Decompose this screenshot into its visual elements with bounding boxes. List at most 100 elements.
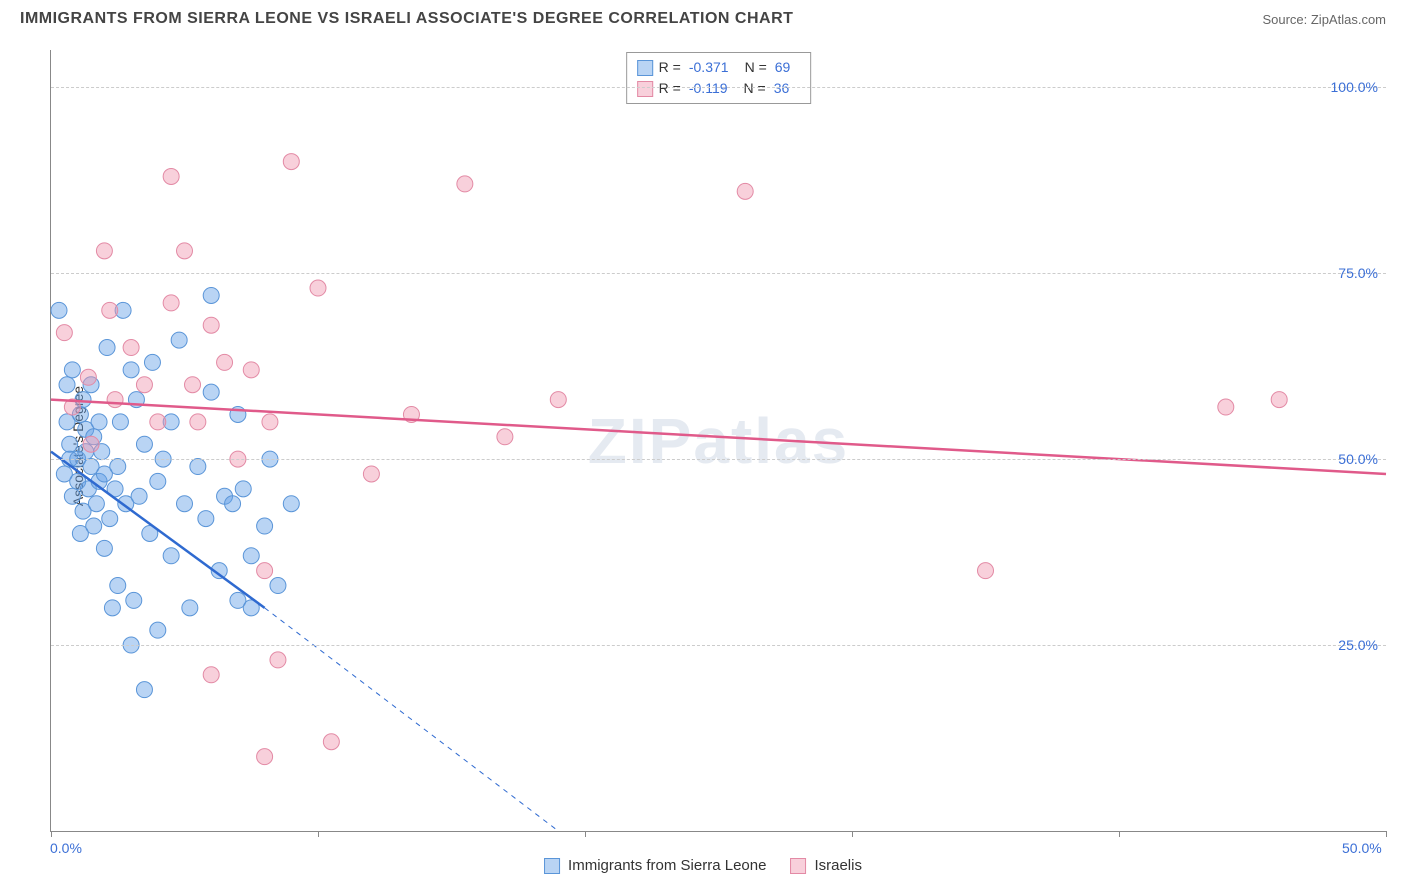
r-label: R = (659, 57, 681, 78)
data-point-sierra_leone (112, 414, 128, 430)
data-point-sierra_leone (91, 414, 107, 430)
chart-plot-area: ZIPatlas R =-0.371N =69R =-0.119N =36 25… (50, 50, 1386, 832)
correlation-legend: R = -0.371 N = 69 R = -0.119 N = 36 (626, 52, 812, 104)
data-point-sierra_leone (64, 488, 80, 504)
n-value: 69 (775, 57, 791, 78)
data-point-sierra_leone (110, 578, 126, 594)
data-point-israelis (102, 302, 118, 318)
scatter-plot-svg (51, 50, 1386, 831)
data-point-sierra_leone (136, 682, 152, 698)
data-point-sierra_leone (163, 548, 179, 564)
data-point-israelis (323, 734, 339, 750)
legend-swatch-icon (790, 858, 806, 874)
gridline (51, 273, 1386, 274)
data-point-israelis (1271, 392, 1287, 408)
r-value: -0.371 (689, 57, 729, 78)
data-point-israelis (177, 243, 193, 259)
data-point-israelis (163, 168, 179, 184)
data-point-sierra_leone (136, 436, 152, 452)
data-point-israelis (457, 176, 473, 192)
gridline (51, 87, 1386, 88)
data-point-sierra_leone (203, 287, 219, 303)
x-tick (318, 831, 319, 837)
data-point-israelis (270, 652, 286, 668)
legend-swatch-sierra_leone (637, 60, 653, 76)
legend-stat-row-sierra_leone: R = -0.371 N = 69 (637, 57, 801, 78)
data-point-sierra_leone (59, 377, 75, 393)
data-point-sierra_leone (51, 302, 67, 318)
data-point-israelis (190, 414, 206, 430)
y-tick-label: 75.0% (1338, 265, 1378, 281)
legend-item-israelis: Israelis (790, 857, 862, 874)
data-point-israelis (203, 317, 219, 333)
x-tick (1119, 831, 1120, 837)
data-point-sierra_leone (283, 496, 299, 512)
data-point-sierra_leone (144, 354, 160, 370)
chart-title: IMMIGRANTS FROM SIERRA LEONE VS ISRAELI … (20, 10, 793, 28)
x-tick (852, 831, 853, 837)
data-point-sierra_leone (64, 362, 80, 378)
source-attribution: Source: ZipAtlas.com (1262, 12, 1386, 27)
data-point-sierra_leone (96, 540, 112, 556)
data-point-israelis (262, 414, 278, 430)
data-point-israelis (310, 280, 326, 296)
data-point-israelis (203, 667, 219, 683)
data-point-sierra_leone (177, 496, 193, 512)
n-label: N = (745, 57, 767, 78)
legend-item-label: Israelis (814, 857, 862, 874)
data-point-israelis (123, 340, 139, 356)
data-point-israelis (243, 362, 259, 378)
r-label: R = (659, 78, 681, 99)
data-point-israelis (163, 295, 179, 311)
data-point-israelis (107, 392, 123, 408)
data-point-sierra_leone (257, 518, 273, 534)
data-point-sierra_leone (270, 578, 286, 594)
data-point-sierra_leone (123, 362, 139, 378)
data-point-sierra_leone (88, 496, 104, 512)
data-point-israelis (978, 563, 994, 579)
data-point-sierra_leone (110, 459, 126, 475)
data-point-sierra_leone (150, 622, 166, 638)
legend-item-sierra_leone: Immigrants from Sierra Leone (544, 857, 766, 874)
x-tick-label-left: 0.0% (50, 840, 82, 856)
data-point-israelis (80, 369, 96, 385)
regression-extension-sierra_leone (265, 608, 559, 831)
data-point-sierra_leone (86, 518, 102, 534)
data-point-sierra_leone (198, 511, 214, 527)
legend-stat-row-israelis: R = -0.119 N = 36 (637, 78, 801, 99)
x-tick (585, 831, 586, 837)
y-tick-label: 25.0% (1338, 637, 1378, 653)
data-point-israelis (257, 563, 273, 579)
data-point-sierra_leone (62, 436, 78, 452)
data-point-sierra_leone (235, 481, 251, 497)
data-point-israelis (550, 392, 566, 408)
y-tick-label: 100.0% (1331, 79, 1378, 95)
r-value: -0.119 (689, 78, 728, 99)
data-point-sierra_leone (102, 511, 118, 527)
data-point-sierra_leone (182, 600, 198, 616)
data-point-sierra_leone (243, 548, 259, 564)
data-point-sierra_leone (99, 340, 115, 356)
n-value: 36 (774, 78, 790, 99)
data-point-israelis (56, 325, 72, 341)
data-point-sierra_leone (104, 600, 120, 616)
legend-swatch-israelis (637, 81, 653, 97)
n-label: N = (744, 78, 766, 99)
legend-item-label: Immigrants from Sierra Leone (568, 857, 766, 874)
legend-swatch-icon (544, 858, 560, 874)
header: IMMIGRANTS FROM SIERRA LEONE VS ISRAELI … (0, 0, 1406, 33)
data-point-sierra_leone (150, 473, 166, 489)
data-point-israelis (83, 436, 99, 452)
data-point-israelis (136, 377, 152, 393)
data-point-israelis (217, 354, 233, 370)
data-point-israelis (283, 154, 299, 170)
data-point-sierra_leone (171, 332, 187, 348)
data-point-sierra_leone (190, 459, 206, 475)
data-point-sierra_leone (225, 496, 241, 512)
data-point-sierra_leone (126, 592, 142, 608)
x-tick-label-right: 50.0% (1342, 840, 1382, 856)
data-point-israelis (1218, 399, 1234, 415)
data-point-israelis (497, 429, 513, 445)
x-tick (1386, 831, 1387, 837)
x-tick (51, 831, 52, 837)
